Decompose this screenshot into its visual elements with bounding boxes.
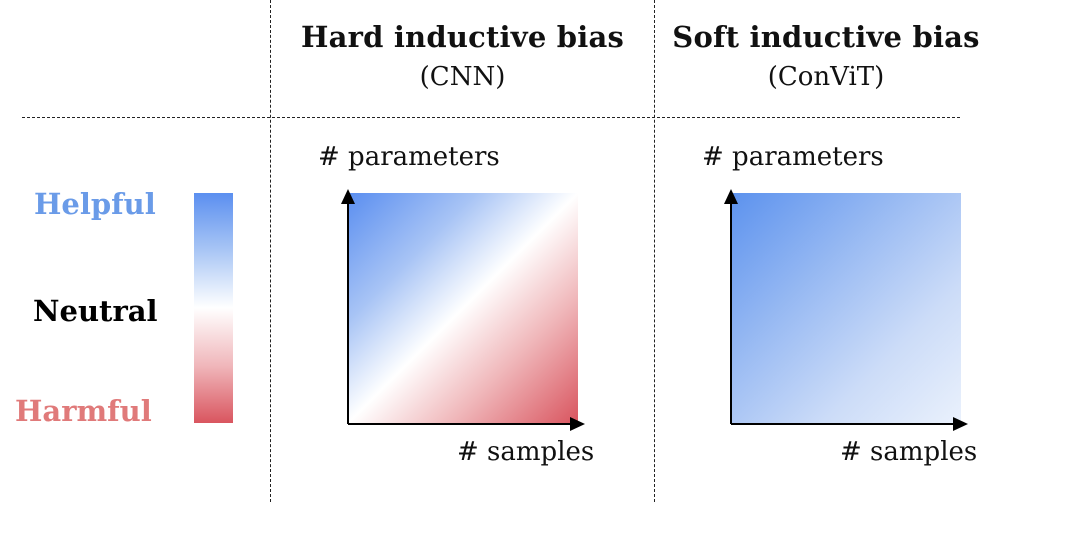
legend-label-harmful: Harmful (15, 394, 152, 428)
y-axis-label-hard: # parameters (318, 142, 500, 172)
axes-soft (724, 189, 968, 431)
divider-vertical-right (654, 0, 655, 502)
x-axis-label-hard: # samples (457, 437, 595, 467)
divider-horizontal (22, 117, 960, 118)
y-axis-label-soft: # parameters (702, 142, 884, 172)
x-axis-label-soft: # samples (840, 437, 978, 467)
column-subtitle-soft: (ConViT) (767, 62, 885, 92)
column-subtitle-hard: (CNN) (419, 62, 506, 92)
legend-colorbar (194, 193, 233, 423)
legend-label-helpful: Helpful (34, 187, 156, 221)
heatmap-soft (731, 193, 961, 423)
column-title-soft: Soft inductive bias (672, 20, 980, 54)
axes-hard (341, 189, 585, 431)
heatmap-hard (348, 193, 578, 423)
column-title-hard: Hard inductive bias (301, 20, 624, 54)
divider-vertical-left (270, 0, 271, 502)
legend-label-neutral: Neutral (33, 294, 158, 328)
